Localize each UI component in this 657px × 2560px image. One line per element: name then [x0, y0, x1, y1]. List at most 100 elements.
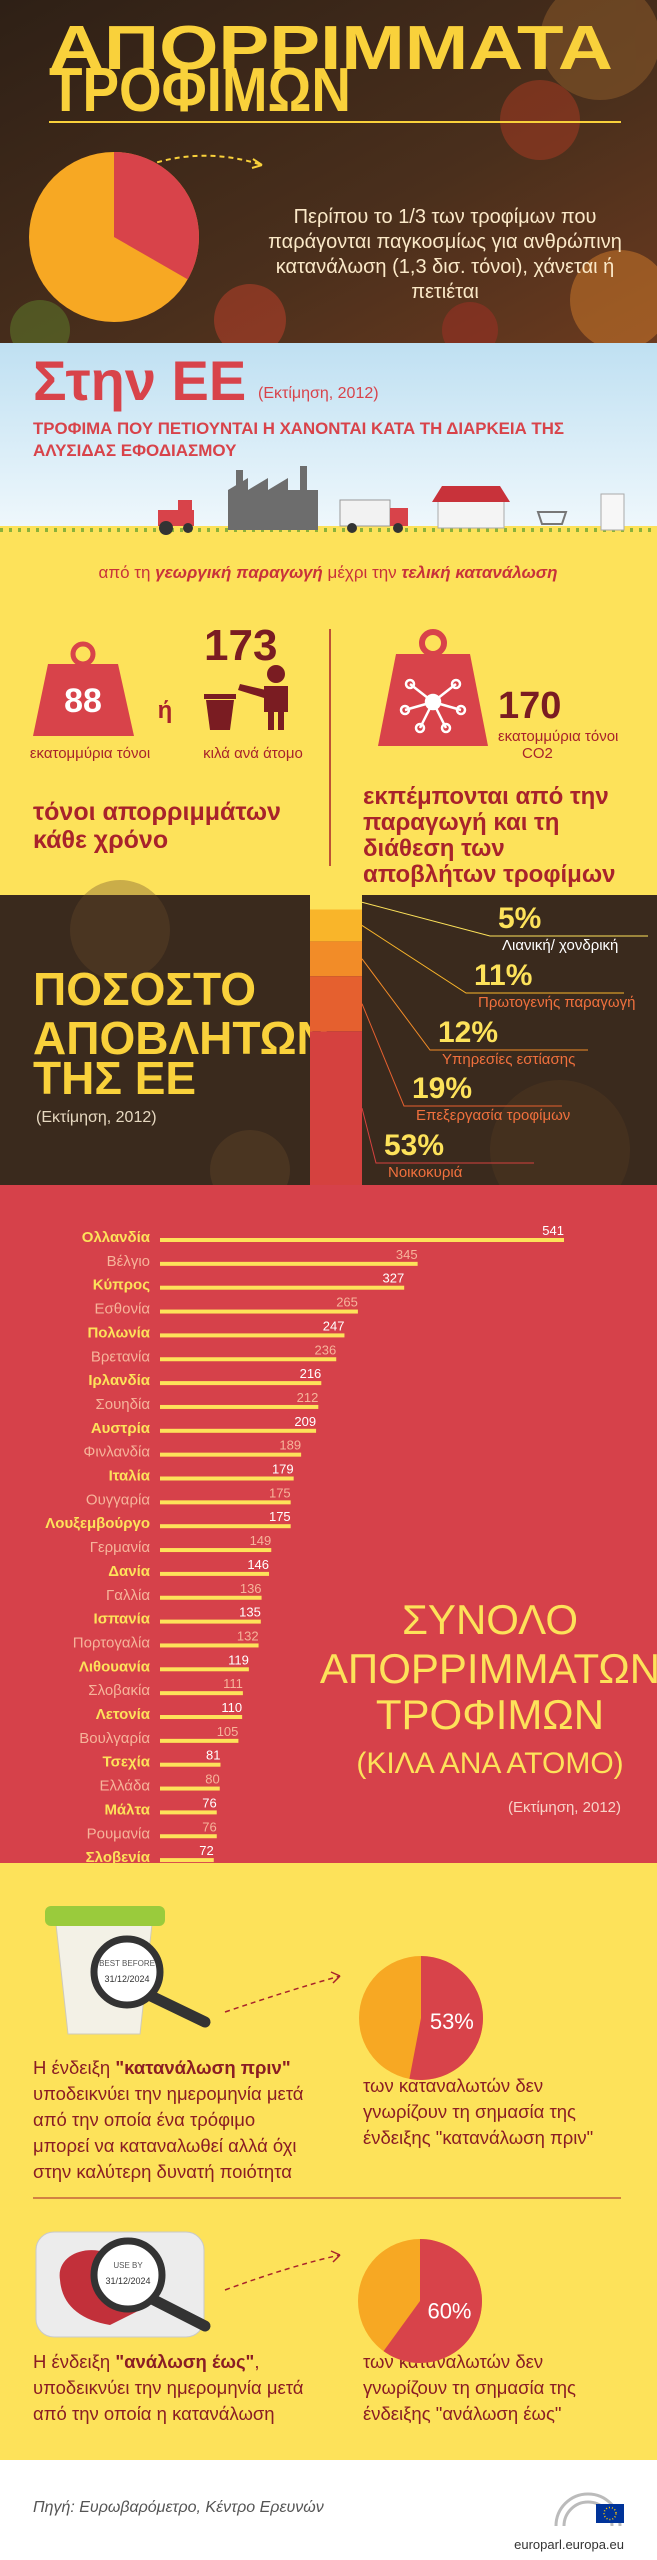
bar-value: 76 — [202, 1819, 216, 1834]
person-body — [264, 686, 288, 730]
country-label: Ολλανδία — [82, 1229, 151, 1246]
bar — [160, 1595, 262, 1600]
bar — [160, 1619, 261, 1624]
bar-value: 111 — [223, 1676, 243, 1691]
share-segment — [310, 909, 362, 942]
pie-slice — [409, 1956, 483, 2080]
connector — [361, 1003, 562, 1107]
intro-line: παράγονται παγκοσμίως για ανθρώπινη — [268, 231, 622, 253]
country-label: Σουηδία — [95, 1396, 150, 1413]
bar-value: 80 — [205, 1772, 219, 1787]
country-label: Ουγγαρία — [86, 1491, 150, 1508]
emissions-value: 170 — [498, 685, 561, 727]
network-node — [404, 678, 416, 690]
store — [437, 499, 505, 529]
country-label: Ιρλανδία — [88, 1372, 150, 1389]
bar-value: 81 — [206, 1748, 220, 1763]
bar-value: 265 — [336, 1295, 358, 1310]
emissions-caption: αποβλήτων τροφίμων — [363, 861, 615, 888]
cart — [536, 511, 568, 525]
bar — [160, 1786, 220, 1791]
ep-logo — [554, 2492, 624, 2527]
intro-line: Περίπου το 1/3 των τροφίμων που — [294, 206, 597, 228]
share-segment — [310, 895, 362, 910]
network-node — [455, 704, 467, 716]
arrow-head — [330, 1971, 341, 1984]
eu-title: Στην ΕΕ — [33, 349, 246, 412]
bar-value: 146 — [247, 1557, 269, 1572]
bar-value: 136 — [240, 1581, 262, 1596]
country-label: Ισπανία — [94, 1611, 151, 1628]
arrow — [224, 2254, 341, 2291]
network-link — [404, 683, 462, 729]
bar-value: 119 — [228, 1652, 249, 1667]
decor — [500, 80, 580, 160]
bar — [160, 1667, 249, 1672]
country-label: Γαλλία — [106, 1587, 150, 1604]
share-value: 12% — [438, 1016, 498, 1049]
text-line: από την οποία η κατανάλωση — [33, 2403, 275, 2424]
share-value: 53% — [384, 1129, 444, 1162]
emissions-unit: CO2 — [522, 745, 553, 762]
bar-value: 209 — [294, 1414, 316, 1429]
bar-value: 76 — [202, 1795, 216, 1810]
decor — [570, 250, 657, 350]
pie-slice — [383, 2239, 483, 2363]
bar — [160, 1810, 217, 1815]
bar-value: 327 — [382, 1271, 404, 1286]
share-value: 19% — [412, 1072, 472, 1105]
text-part: Η ένδειξη — [33, 2351, 115, 2372]
decor — [214, 284, 286, 356]
tractor-wheel — [159, 521, 173, 535]
caption-line: ένδειξης "κατανάλωση πριν" — [363, 2127, 593, 2148]
text-line: στην καλύτερη δυνατή ποιότητα — [33, 2161, 292, 2182]
chimney — [236, 470, 243, 490]
bar-value: 72 — [199, 1843, 213, 1858]
fridge — [600, 493, 625, 531]
country-label: Τσεχία — [103, 1754, 151, 1771]
countries-note: (Εκτίμηση, 2012) — [508, 1799, 621, 1816]
eu-subtitle: ΑΛΥΣΙΔΑΣ ΕΦΟΔΙΑΣΜΟΥ — [33, 441, 237, 460]
share-title: ΤΗΣ ΕΕ — [33, 1052, 196, 1104]
country-label: Ιταλία — [109, 1468, 151, 1485]
best-before-text: Η ένδειξη "κατανάλωση πριν" υποδεικνύει … — [33, 2057, 593, 2182]
country-label: Εσθονία — [95, 1301, 151, 1318]
text-line: υποδεικνύει την ημερομηνία μετά — [33, 2377, 304, 2398]
decor — [540, 0, 657, 100]
person-icon — [204, 665, 288, 730]
chain-part: από τη — [99, 563, 156, 582]
text-line: από την οποία ένα τρόφιμο — [33, 2109, 255, 2130]
bar-value: 541 — [542, 1223, 564, 1238]
bar — [160, 1691, 243, 1696]
countries-title: (ΚΙΛΑ ΑΝΑ ΑΤΟΜΟ) — [356, 1747, 623, 1780]
countries-title: ΣΥΝΟΛΟ — [402, 1596, 578, 1643]
bar — [160, 1762, 221, 1767]
intro-line: πετιέται — [411, 281, 479, 303]
eu-note: (Εκτίμηση, 2012) — [258, 385, 379, 402]
bar — [160, 1834, 217, 1839]
share-category: Λιανική/ χονδρική — [502, 937, 618, 954]
label-date: 31/12/2024 — [104, 1974, 149, 1984]
bar — [160, 1738, 239, 1743]
bar-value: 345 — [396, 1247, 418, 1262]
countries-title: ΤΡΟΦΙΜΩΝ — [376, 1691, 604, 1738]
bar-value: 236 — [315, 1342, 337, 1357]
country-label: Πορτογαλία — [73, 1634, 151, 1651]
person-arm — [238, 684, 266, 698]
bar-value: 216 — [300, 1366, 322, 1381]
waste-caption: τόνοι απορριμμάτων — [33, 798, 281, 826]
share-segment — [310, 976, 362, 1032]
connector — [361, 925, 624, 994]
country-label: Λετονία — [96, 1706, 151, 1723]
decor — [70, 880, 170, 980]
truck — [339, 499, 391, 527]
share-category: Επεξεργασία τροφίμων — [416, 1107, 570, 1124]
connector — [361, 1108, 534, 1164]
footer-background — [0, 2460, 657, 2560]
share-value: 11% — [474, 959, 532, 992]
intro-line: κατανάλωση (1,3 δισ. τόνοι), χάνεται ή — [276, 256, 615, 278]
country-label: Αυστρία — [91, 1420, 151, 1437]
share-category: Υπηρεσίες εστίασης — [442, 1051, 575, 1068]
emissions-unit: εκατομμύρια τόνοι — [498, 728, 618, 745]
